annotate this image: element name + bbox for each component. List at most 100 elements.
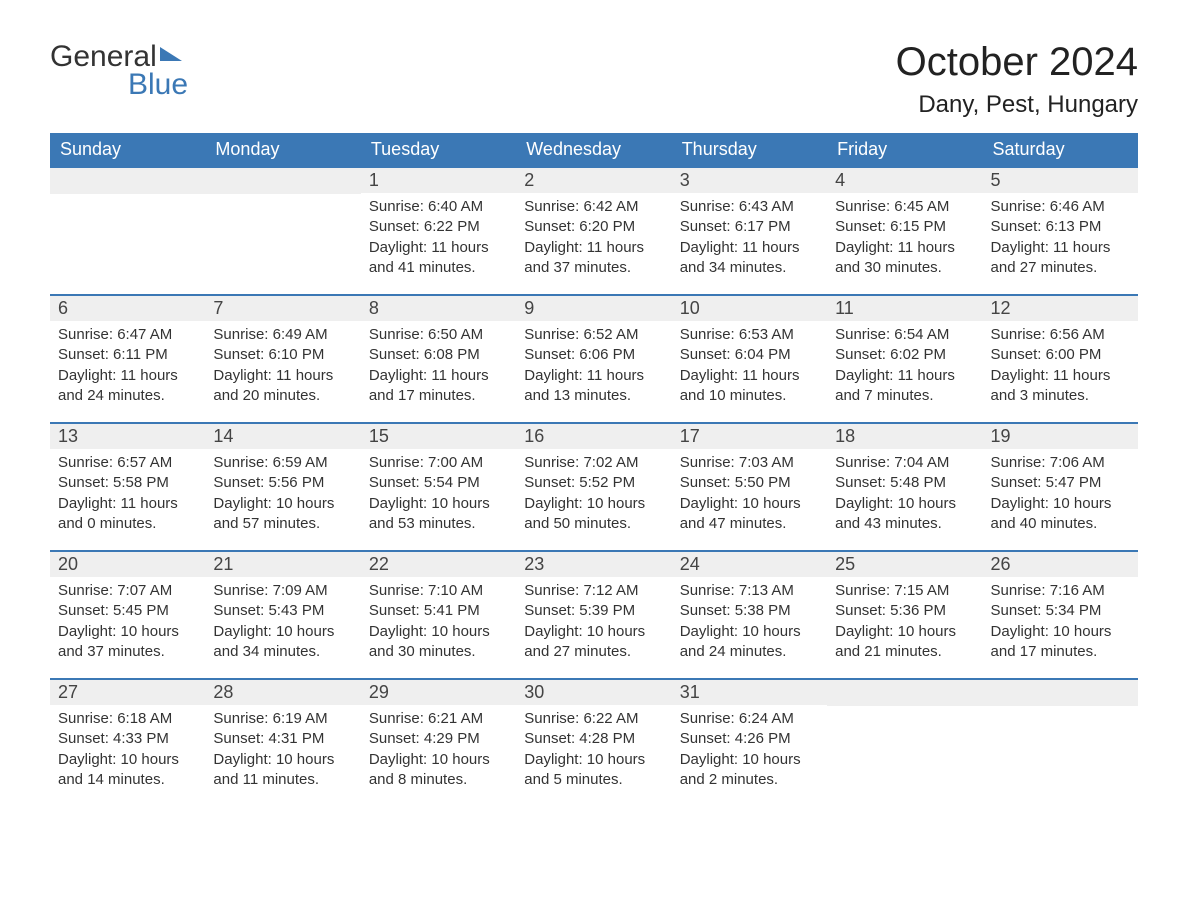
daylight-text-1: Daylight: 11 hours bbox=[524, 366, 663, 386]
calendar-day-cell: 1Sunrise: 6:40 AMSunset: 6:22 PMDaylight… bbox=[361, 166, 516, 294]
sunset-text: Sunset: 6:17 PM bbox=[680, 217, 819, 237]
daylight-text-2: and 24 minutes. bbox=[680, 642, 819, 662]
daylight-text-1: Daylight: 11 hours bbox=[58, 366, 197, 386]
daylight-text-2: and 41 minutes. bbox=[369, 258, 508, 278]
day-number: 27 bbox=[50, 678, 205, 705]
calendar-week-row: 13Sunrise: 6:57 AMSunset: 5:58 PMDayligh… bbox=[50, 422, 1138, 550]
sunset-text: Sunset: 5:39 PM bbox=[524, 601, 663, 621]
sunrise-text: Sunrise: 6:43 AM bbox=[680, 197, 819, 217]
day-number: 11 bbox=[827, 294, 982, 321]
daylight-text-2: and 27 minutes. bbox=[991, 258, 1130, 278]
calendar-day-cell: 25Sunrise: 7:15 AMSunset: 5:36 PMDayligh… bbox=[827, 550, 982, 678]
sunset-text: Sunset: 6:11 PM bbox=[58, 345, 197, 365]
daylight-text-2: and 34 minutes. bbox=[213, 642, 352, 662]
sunrise-text: Sunrise: 6:52 AM bbox=[524, 325, 663, 345]
daylight-text-2: and 5 minutes. bbox=[524, 770, 663, 790]
calendar-day-cell: 17Sunrise: 7:03 AMSunset: 5:50 PMDayligh… bbox=[672, 422, 827, 550]
sunset-text: Sunset: 6:15 PM bbox=[835, 217, 974, 237]
sunset-text: Sunset: 5:50 PM bbox=[680, 473, 819, 493]
daylight-text-2: and 40 minutes. bbox=[991, 514, 1130, 534]
sunrise-text: Sunrise: 6:46 AM bbox=[991, 197, 1130, 217]
calendar-day-cell: 24Sunrise: 7:13 AMSunset: 5:38 PMDayligh… bbox=[672, 550, 827, 678]
sunset-text: Sunset: 5:43 PM bbox=[213, 601, 352, 621]
daylight-text-1: Daylight: 10 hours bbox=[680, 750, 819, 770]
calendar-day-cell: 18Sunrise: 7:04 AMSunset: 5:48 PMDayligh… bbox=[827, 422, 982, 550]
day-number: 28 bbox=[205, 678, 360, 705]
day-number: 6 bbox=[50, 294, 205, 321]
daylight-text-2: and 47 minutes. bbox=[680, 514, 819, 534]
weekday-header: Saturday bbox=[983, 133, 1138, 166]
calendar-day-cell: 27Sunrise: 6:18 AMSunset: 4:33 PMDayligh… bbox=[50, 678, 205, 806]
calendar-day-cell bbox=[50, 166, 205, 294]
calendar-day-cell: 11Sunrise: 6:54 AMSunset: 6:02 PMDayligh… bbox=[827, 294, 982, 422]
day-details: Sunrise: 6:50 AMSunset: 6:08 PMDaylight:… bbox=[361, 321, 516, 414]
calendar-day-cell: 3Sunrise: 6:43 AMSunset: 6:17 PMDaylight… bbox=[672, 166, 827, 294]
sunset-text: Sunset: 6:02 PM bbox=[835, 345, 974, 365]
day-details: Sunrise: 6:46 AMSunset: 6:13 PMDaylight:… bbox=[983, 193, 1138, 286]
daylight-text-1: Daylight: 10 hours bbox=[58, 750, 197, 770]
sunrise-text: Sunrise: 7:10 AM bbox=[369, 581, 508, 601]
daylight-text-1: Daylight: 11 hours bbox=[680, 238, 819, 258]
day-number: 4 bbox=[827, 166, 982, 193]
title-block: October 2024 Dany, Pest, Hungary bbox=[896, 40, 1138, 119]
calendar-day-cell: 28Sunrise: 6:19 AMSunset: 4:31 PMDayligh… bbox=[205, 678, 360, 806]
calendar-day-cell: 16Sunrise: 7:02 AMSunset: 5:52 PMDayligh… bbox=[516, 422, 671, 550]
daylight-text-1: Daylight: 11 hours bbox=[835, 366, 974, 386]
calendar-day-cell: 8Sunrise: 6:50 AMSunset: 6:08 PMDaylight… bbox=[361, 294, 516, 422]
daylight-text-2: and 11 minutes. bbox=[213, 770, 352, 790]
daylight-text-2: and 17 minutes. bbox=[991, 642, 1130, 662]
day-details: Sunrise: 7:09 AMSunset: 5:43 PMDaylight:… bbox=[205, 577, 360, 670]
daylight-text-2: and 20 minutes. bbox=[213, 386, 352, 406]
header: General Blue October 2024 Dany, Pest, Hu… bbox=[50, 40, 1138, 119]
calendar-body: 1Sunrise: 6:40 AMSunset: 6:22 PMDaylight… bbox=[50, 166, 1138, 806]
calendar-day-cell: 19Sunrise: 7:06 AMSunset: 5:47 PMDayligh… bbox=[983, 422, 1138, 550]
day-number: 30 bbox=[516, 678, 671, 705]
sunset-text: Sunset: 5:54 PM bbox=[369, 473, 508, 493]
day-number: 9 bbox=[516, 294, 671, 321]
sunset-text: Sunset: 5:36 PM bbox=[835, 601, 974, 621]
sunrise-text: Sunrise: 6:49 AM bbox=[213, 325, 352, 345]
daylight-text-2: and 0 minutes. bbox=[58, 514, 197, 534]
logo: General Blue bbox=[50, 40, 188, 102]
calendar-day-cell: 5Sunrise: 6:46 AMSunset: 6:13 PMDaylight… bbox=[983, 166, 1138, 294]
sunrise-text: Sunrise: 6:53 AM bbox=[680, 325, 819, 345]
daylight-text-1: Daylight: 11 hours bbox=[991, 238, 1130, 258]
day-details: Sunrise: 6:59 AMSunset: 5:56 PMDaylight:… bbox=[205, 449, 360, 542]
calendar-day-cell bbox=[983, 678, 1138, 806]
daylight-text-2: and 13 minutes. bbox=[524, 386, 663, 406]
daylight-text-2: and 2 minutes. bbox=[680, 770, 819, 790]
day-details: Sunrise: 6:57 AMSunset: 5:58 PMDaylight:… bbox=[50, 449, 205, 542]
calendar-table: SundayMondayTuesdayWednesdayThursdayFrid… bbox=[50, 133, 1138, 806]
day-number: 19 bbox=[983, 422, 1138, 449]
calendar-day-cell: 13Sunrise: 6:57 AMSunset: 5:58 PMDayligh… bbox=[50, 422, 205, 550]
calendar-day-cell: 12Sunrise: 6:56 AMSunset: 6:00 PMDayligh… bbox=[983, 294, 1138, 422]
sunrise-text: Sunrise: 7:02 AM bbox=[524, 453, 663, 473]
calendar-day-cell: 15Sunrise: 7:00 AMSunset: 5:54 PMDayligh… bbox=[361, 422, 516, 550]
daylight-text-2: and 8 minutes. bbox=[369, 770, 508, 790]
daylight-text-2: and 50 minutes. bbox=[524, 514, 663, 534]
day-number: 5 bbox=[983, 166, 1138, 193]
sunset-text: Sunset: 5:34 PM bbox=[991, 601, 1130, 621]
day-number: 15 bbox=[361, 422, 516, 449]
day-details: Sunrise: 6:43 AMSunset: 6:17 PMDaylight:… bbox=[672, 193, 827, 286]
day-details: Sunrise: 6:24 AMSunset: 4:26 PMDaylight:… bbox=[672, 705, 827, 798]
weekday-header: Friday bbox=[827, 133, 982, 166]
daylight-text-2: and 14 minutes. bbox=[58, 770, 197, 790]
sunrise-text: Sunrise: 6:57 AM bbox=[58, 453, 197, 473]
day-details: Sunrise: 7:03 AMSunset: 5:50 PMDaylight:… bbox=[672, 449, 827, 542]
daylight-text-2: and 17 minutes. bbox=[369, 386, 508, 406]
sunset-text: Sunset: 5:47 PM bbox=[991, 473, 1130, 493]
sunrise-text: Sunrise: 7:12 AM bbox=[524, 581, 663, 601]
day-details: Sunrise: 7:15 AMSunset: 5:36 PMDaylight:… bbox=[827, 577, 982, 670]
daylight-text-1: Daylight: 11 hours bbox=[369, 238, 508, 258]
daylight-text-1: Daylight: 10 hours bbox=[58, 622, 197, 642]
sunset-text: Sunset: 5:45 PM bbox=[58, 601, 197, 621]
calendar-day-cell bbox=[827, 678, 982, 806]
sunset-text: Sunset: 6:06 PM bbox=[524, 345, 663, 365]
day-details: Sunrise: 6:40 AMSunset: 6:22 PMDaylight:… bbox=[361, 193, 516, 286]
daylight-text-1: Daylight: 10 hours bbox=[369, 494, 508, 514]
day-details: Sunrise: 6:54 AMSunset: 6:02 PMDaylight:… bbox=[827, 321, 982, 414]
day-details: Sunrise: 7:13 AMSunset: 5:38 PMDaylight:… bbox=[672, 577, 827, 670]
sunset-text: Sunset: 6:20 PM bbox=[524, 217, 663, 237]
sunrise-text: Sunrise: 6:22 AM bbox=[524, 709, 663, 729]
